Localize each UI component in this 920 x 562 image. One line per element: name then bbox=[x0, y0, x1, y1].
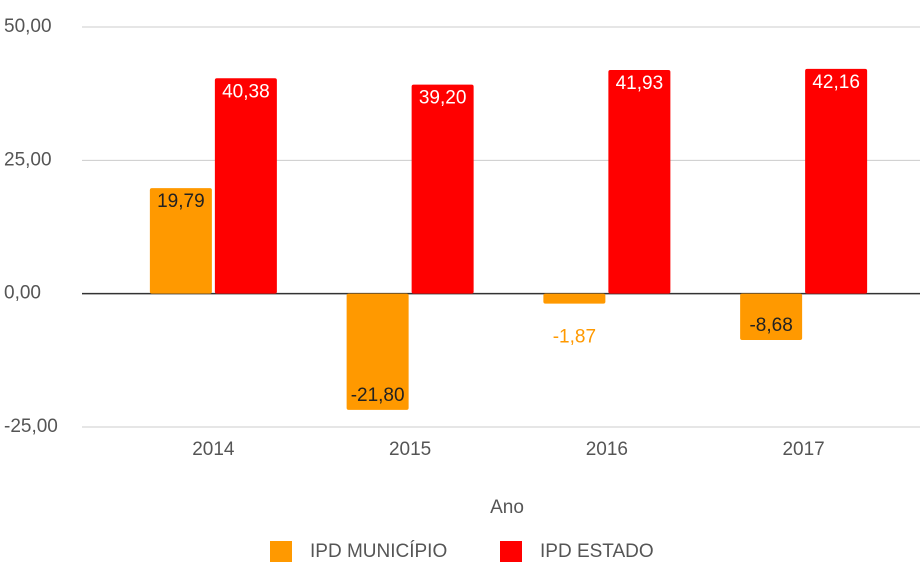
y-tick-label: 50,00 bbox=[4, 16, 52, 37]
bar bbox=[346, 293, 409, 410]
x-axis-title: Ano bbox=[490, 497, 524, 518]
bar bbox=[805, 68, 868, 294]
legend-label: IPD ESTADO bbox=[540, 541, 654, 562]
value-label: 39,20 bbox=[419, 88, 467, 109]
legend-label: IPD MUNICÍPIO bbox=[310, 541, 447, 562]
y-tick-label: 25,00 bbox=[4, 149, 52, 170]
x-tick-label: 2017 bbox=[782, 439, 824, 460]
x-tick-label: 2016 bbox=[586, 439, 628, 460]
bar bbox=[740, 293, 803, 340]
bar bbox=[214, 78, 277, 294]
y-tick-label: -25,00 bbox=[4, 416, 58, 437]
value-label: -8,68 bbox=[749, 315, 792, 336]
x-tick-label: 2014 bbox=[192, 439, 235, 460]
value-label: 40,38 bbox=[222, 81, 270, 102]
bar bbox=[411, 84, 474, 294]
value-label: 41,93 bbox=[616, 73, 664, 94]
bar bbox=[149, 188, 212, 294]
bar bbox=[543, 293, 606, 304]
value-label: 19,79 bbox=[157, 191, 205, 212]
bar bbox=[608, 70, 671, 294]
value-label: 42,16 bbox=[812, 72, 860, 93]
value-label: -21,80 bbox=[351, 385, 405, 406]
y-tick-label: 0,00 bbox=[4, 283, 41, 304]
value-label: -1,87 bbox=[553, 327, 596, 348]
x-tick-label: 2015 bbox=[389, 439, 431, 460]
legend-swatch bbox=[500, 541, 522, 562]
legend-swatch bbox=[270, 541, 292, 562]
